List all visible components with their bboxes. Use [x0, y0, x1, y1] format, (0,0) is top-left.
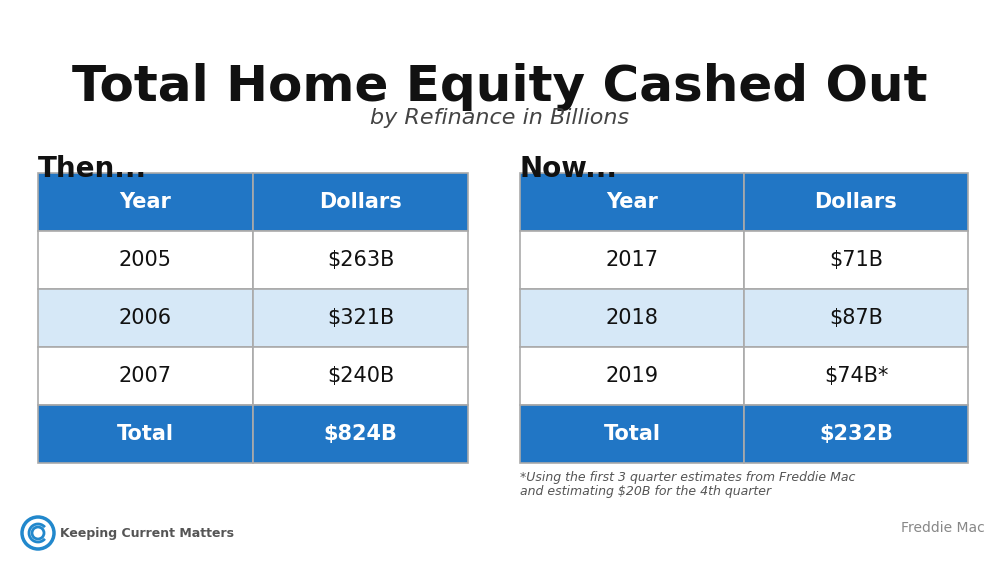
Text: Freddie Mac: Freddie Mac [901, 521, 985, 535]
Text: 2006: 2006 [119, 308, 172, 328]
Bar [520, 347, 744, 405]
Bar [38, 289, 253, 347]
Bar [520, 231, 744, 289]
Text: Total Home Equity Cashed Out: Total Home Equity Cashed Out [72, 63, 928, 111]
Text: $71B: $71B [829, 250, 883, 270]
Text: Year: Year [120, 192, 171, 212]
Text: *Using the first 3 quarter estimates from Freddie Mac: *Using the first 3 quarter estimates fro… [520, 471, 855, 484]
Bar [38, 173, 253, 231]
Bar [520, 405, 744, 463]
Bar [253, 405, 468, 463]
Bar [520, 173, 744, 231]
Bar [744, 289, 968, 347]
Text: 2007: 2007 [119, 366, 172, 386]
Bar [744, 347, 968, 405]
Text: $321B: $321B [327, 308, 394, 328]
Bar [253, 347, 468, 405]
Text: Total: Total [117, 424, 174, 444]
Bar [38, 347, 253, 405]
Text: by Refinance in Billions: by Refinance in Billions [370, 108, 630, 128]
Text: Keeping Current Matters: Keeping Current Matters [60, 526, 234, 539]
Text: $263B: $263B [327, 250, 394, 270]
Text: 2017: 2017 [606, 250, 658, 270]
Text: $74B*: $74B* [824, 366, 888, 386]
Text: 2018: 2018 [606, 308, 658, 328]
Bar [38, 231, 253, 289]
Text: $824B: $824B [324, 424, 397, 444]
Text: Total: Total [604, 424, 660, 444]
Bar [744, 173, 968, 231]
Bar [253, 289, 468, 347]
Bar [38, 405, 253, 463]
Bar [520, 289, 744, 347]
Bar [744, 405, 968, 463]
Text: $232B: $232B [819, 424, 893, 444]
Text: Dollars: Dollars [815, 192, 897, 212]
Text: and estimating $20B for the 4th quarter: and estimating $20B for the 4th quarter [520, 485, 771, 498]
Text: $87B: $87B [829, 308, 883, 328]
Bar [253, 173, 468, 231]
Bar [253, 231, 468, 289]
Text: $240B: $240B [327, 366, 394, 386]
Bar [744, 231, 968, 289]
Text: 2005: 2005 [119, 250, 172, 270]
Text: 2019: 2019 [605, 366, 659, 386]
Text: Year: Year [606, 192, 658, 212]
Text: Dollars: Dollars [319, 192, 402, 212]
Text: Now...: Now... [520, 155, 618, 183]
Text: Then...: Then... [38, 155, 147, 183]
